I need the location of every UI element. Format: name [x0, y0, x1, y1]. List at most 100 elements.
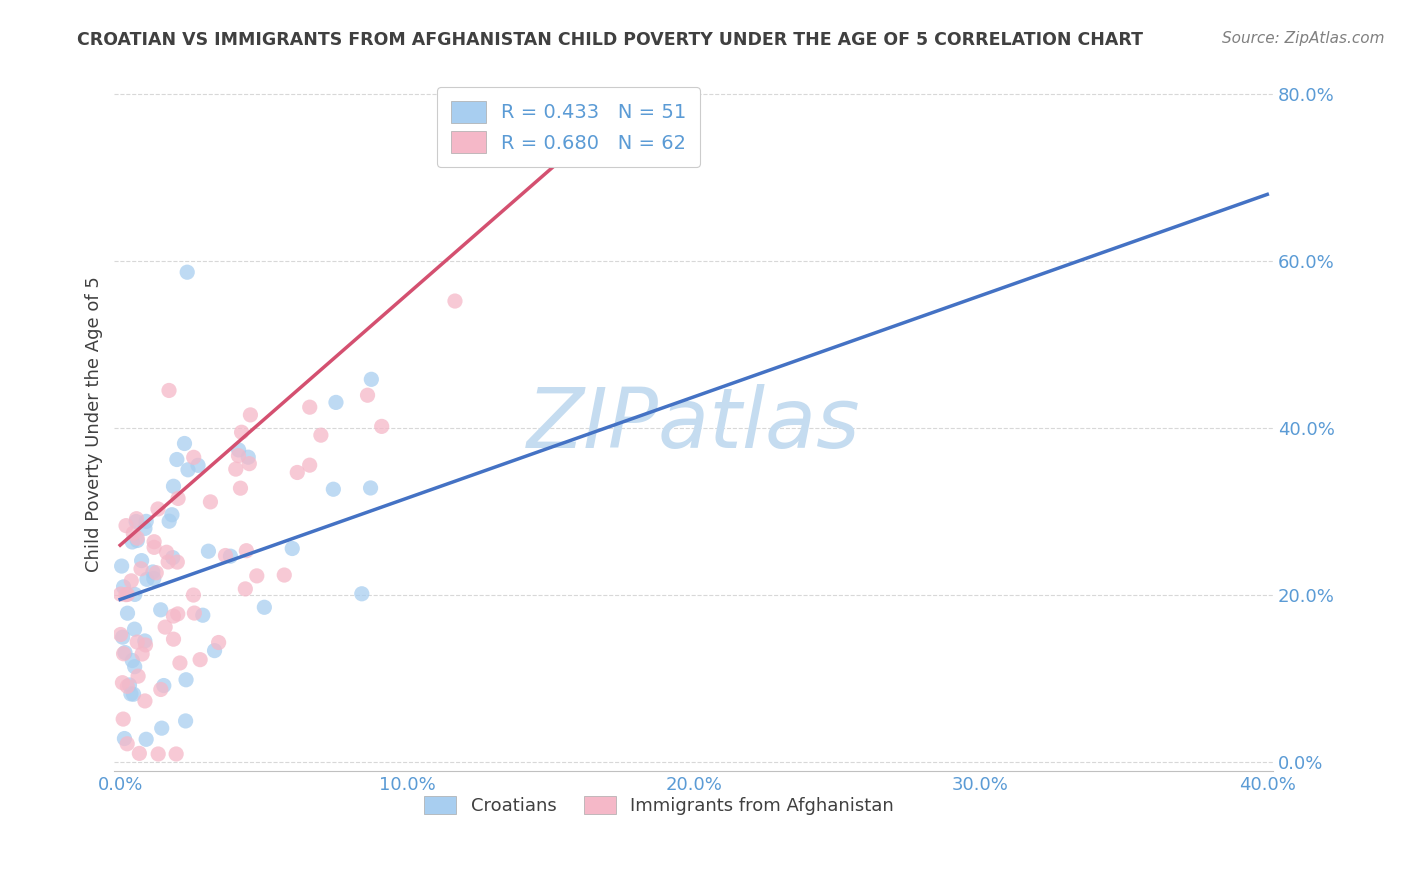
Point [111, 630, 134, 644]
Point [143, 541, 166, 555]
Point [115, 737, 138, 751]
Point [214, 549, 236, 563]
Point [166, 555, 188, 569]
Point [115, 588, 138, 602]
Point [281, 541, 304, 556]
Point [110, 587, 132, 601]
Point [117, 679, 139, 693]
Point [125, 515, 148, 529]
Point [160, 508, 183, 522]
Point [273, 568, 295, 582]
Point [112, 580, 135, 594]
Point [167, 491, 190, 506]
Point [128, 747, 150, 761]
Point [444, 293, 467, 308]
Point [131, 647, 153, 661]
Point [149, 603, 172, 617]
Point [112, 647, 135, 661]
Point [111, 675, 134, 690]
Point [166, 607, 188, 621]
Point [165, 747, 187, 761]
Point [134, 521, 156, 535]
Point [134, 694, 156, 708]
Point [155, 545, 177, 559]
Point [200, 495, 222, 509]
Point [356, 388, 378, 402]
Point [135, 515, 157, 529]
Point [120, 687, 142, 701]
Point [228, 442, 250, 457]
Point [115, 518, 138, 533]
Point [183, 606, 205, 620]
Point [150, 721, 173, 735]
Point [231, 425, 253, 440]
Point [246, 569, 269, 583]
Point [360, 372, 382, 386]
Point [204, 643, 226, 657]
Point [145, 566, 167, 580]
Point [177, 463, 200, 477]
Point [238, 450, 260, 465]
Point [187, 458, 209, 473]
Point [322, 482, 344, 496]
Y-axis label: Child Poverty Under the Age of 5: Child Poverty Under the Age of 5 [86, 277, 103, 572]
Point [325, 395, 347, 409]
Point [114, 646, 136, 660]
Point [253, 600, 276, 615]
Text: Source: ZipAtlas.com: Source: ZipAtlas.com [1222, 31, 1385, 46]
Point [233, 582, 256, 596]
Point [122, 687, 145, 701]
Point [174, 714, 197, 728]
Point [153, 679, 176, 693]
Point [117, 587, 139, 601]
Point [142, 565, 165, 579]
Point [298, 400, 321, 414]
Point [360, 481, 382, 495]
Point [146, 502, 169, 516]
Point [120, 574, 142, 588]
Point [207, 635, 229, 649]
Point [129, 562, 152, 576]
Point [127, 533, 149, 548]
Point [114, 731, 136, 746]
Point [235, 543, 257, 558]
Point [143, 534, 166, 549]
Point [135, 732, 157, 747]
Point [121, 535, 143, 549]
Point [298, 458, 321, 472]
Point [169, 656, 191, 670]
Point [162, 632, 184, 647]
Point [219, 549, 242, 564]
Point [111, 559, 134, 574]
Point [370, 419, 392, 434]
Point [118, 678, 141, 692]
Point [183, 450, 205, 465]
Point [174, 673, 197, 687]
Point [112, 712, 135, 726]
Point [166, 452, 188, 467]
Point [239, 408, 262, 422]
Point [110, 627, 132, 641]
Point [162, 479, 184, 493]
Point [225, 462, 247, 476]
Point [197, 544, 219, 558]
Point [162, 550, 184, 565]
Point [229, 481, 252, 495]
Point [157, 384, 180, 398]
Point [238, 457, 260, 471]
Point [309, 428, 332, 442]
Point [157, 514, 180, 528]
Point [157, 555, 180, 569]
Point [350, 587, 373, 601]
Point [162, 609, 184, 624]
Legend: Croatians, Immigrants from Afghanistan: Croatians, Immigrants from Afghanistan [415, 787, 903, 824]
Point [148, 747, 170, 761]
Point [117, 606, 139, 620]
Point [124, 587, 146, 601]
Point [188, 653, 211, 667]
Point [127, 531, 149, 545]
Point [134, 634, 156, 648]
Point [191, 608, 214, 623]
Point [285, 466, 308, 480]
Point [121, 653, 143, 667]
